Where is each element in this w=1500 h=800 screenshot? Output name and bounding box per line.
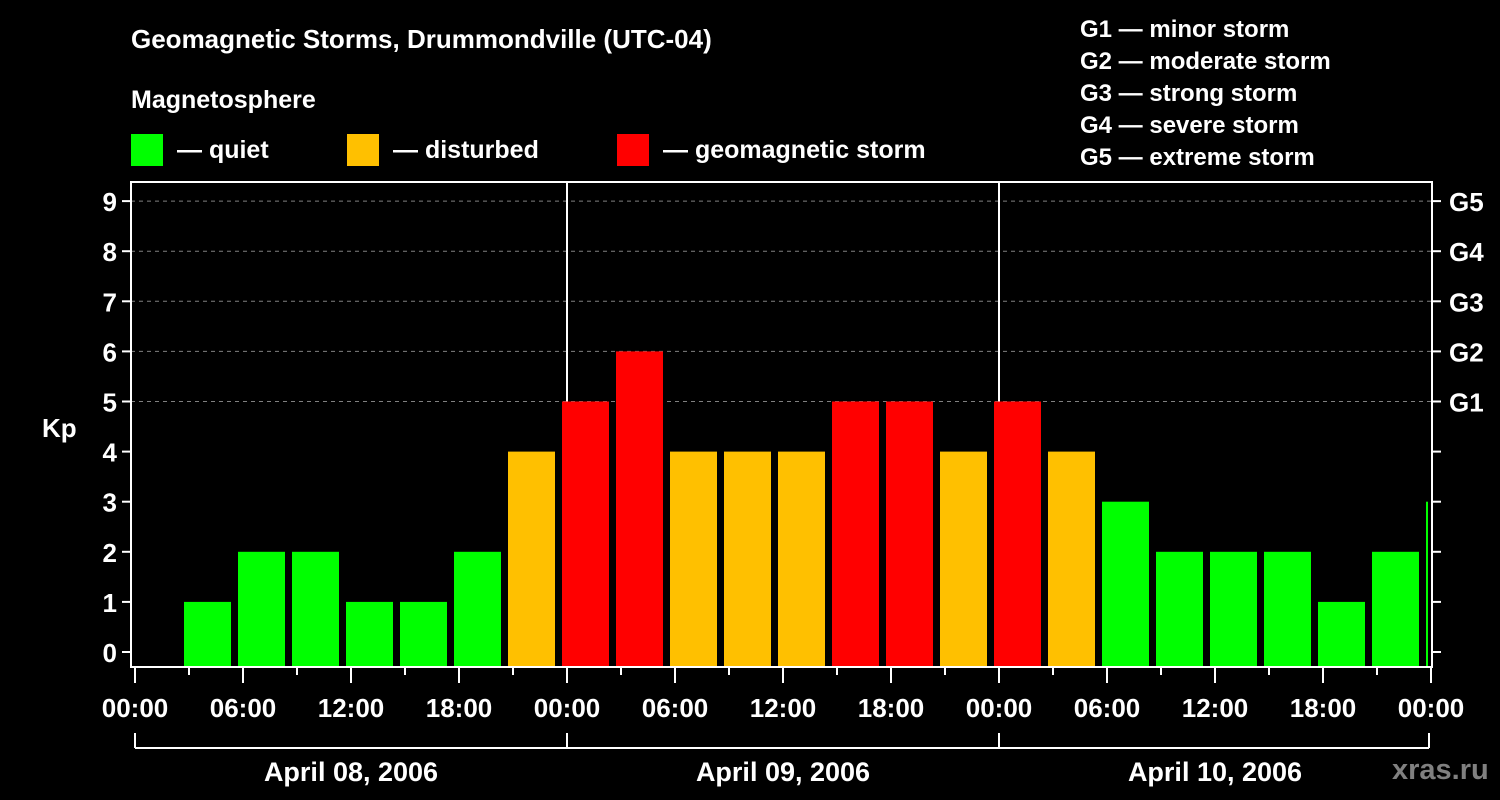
kp-bar — [778, 451, 825, 666]
x-tick-label: 12:00 — [1182, 693, 1249, 723]
kp-bar — [670, 451, 717, 666]
kp-bar — [1210, 551, 1257, 666]
g-scale-item: G5 — extreme storm — [1080, 144, 1315, 171]
legend-label: — geomagnetic storm — [663, 135, 926, 164]
x-axis: 00:00 06:00 12:00 18:00 00:00 06:00 12:00 18:00… — [102, 667, 1465, 787]
kp-bar — [616, 351, 663, 666]
kp-bar — [1426, 501, 1428, 666]
plot-frame — [130, 181, 1433, 668]
bars — [184, 351, 1428, 666]
kp-bar — [1102, 501, 1149, 666]
kp-bar — [1156, 551, 1203, 666]
y-tick-label: 9 — [103, 187, 117, 217]
kp-bar — [346, 601, 393, 666]
plot-border — [130, 181, 1433, 668]
g-tick-label: G4 — [1449, 237, 1484, 267]
watermark: xras.ru — [1392, 754, 1489, 786]
legend-disturbed: — disturbed — [347, 134, 539, 166]
kp-bar — [184, 601, 231, 666]
y-tick-label: 5 — [103, 388, 117, 418]
g-tick-label: G2 — [1449, 337, 1484, 367]
y-axis-label: Kp — [42, 413, 77, 443]
swatch-disturbed — [347, 134, 379, 166]
g-axis: G1 G2 G3 G4 G5 — [1432, 187, 1484, 653]
kp-bar — [940, 451, 987, 666]
y-tick-label: 7 — [103, 287, 117, 317]
y-tick-label: 2 — [103, 538, 117, 568]
g-tick-label: G3 — [1449, 287, 1484, 317]
kp-bar — [994, 401, 1041, 666]
legend-storm: — geomagnetic storm — [617, 134, 926, 166]
x-tick-label: 06:00 — [642, 693, 709, 723]
x-tick-label: 12:00 — [318, 693, 385, 723]
legend-quiet: — quiet — [131, 134, 269, 166]
g-scale-item: G3 — strong storm — [1080, 80, 1298, 107]
y-tick-label: 8 — [103, 237, 117, 267]
y-tick-label: 6 — [103, 337, 117, 367]
legend-label: — disturbed — [393, 135, 539, 164]
grid-lines — [131, 200, 1432, 402]
g-scale-item: G4 — severe storm — [1080, 112, 1299, 139]
x-tick-label: 06:00 — [210, 693, 277, 723]
y-tick-label: 3 — [103, 488, 117, 518]
kp-bar — [1372, 551, 1419, 666]
kp-bar — [886, 401, 933, 666]
kp-bar — [1048, 451, 1095, 666]
g-tick-label: G1 — [1449, 388, 1484, 418]
date-label: April 10, 2006 — [1128, 757, 1302, 787]
x-tick-label: 18:00 — [426, 693, 493, 723]
y-tick-label: 4 — [103, 438, 118, 468]
y-axis: 0 1 2 3 4 5 6 7 8 9 — [103, 187, 131, 668]
x-tick-label: 00:00 — [1398, 693, 1465, 723]
kp-bar — [832, 401, 879, 666]
swatch-quiet — [131, 134, 163, 166]
x-tick-label: 00:00 — [966, 693, 1033, 723]
y-tick-label: 1 — [103, 588, 117, 618]
x-tick-label: 12:00 — [750, 693, 817, 723]
kp-bar — [292, 551, 339, 666]
kp-bar — [400, 601, 447, 666]
kp-bar — [508, 451, 555, 666]
swatch-storm — [617, 134, 649, 166]
g-tick-label: G5 — [1449, 187, 1484, 217]
kp-bar — [1264, 551, 1311, 666]
kp-bar — [238, 551, 285, 666]
x-tick-label: 18:00 — [858, 693, 925, 723]
kp-bar — [1318, 601, 1365, 666]
date-label: April 09, 2006 — [696, 757, 870, 787]
kp-bar — [724, 451, 771, 666]
x-tick-label: 06:00 — [1074, 693, 1141, 723]
x-tick-label: 00:00 — [102, 693, 169, 723]
g-scale-item: G1 — minor storm — [1080, 16, 1290, 43]
y-tick-label: 0 — [103, 638, 117, 668]
kp-bar — [454, 551, 501, 666]
g-scale-item: G2 — moderate storm — [1080, 48, 1331, 75]
g-scale-legend: G1 — minor storm G2 — moderate storm G3 … — [1080, 14, 1331, 174]
legend-label: — quiet — [177, 135, 269, 164]
date-label: April 08, 2006 — [264, 757, 438, 787]
x-tick-label: 18:00 — [1290, 693, 1357, 723]
kp-bar — [562, 401, 609, 666]
x-tick-label: 00:00 — [534, 693, 601, 723]
chart-subtitle: Magnetosphere — [131, 86, 316, 114]
chart-title: Geomagnetic Storms, Drummondville (UTC-0… — [131, 24, 712, 54]
